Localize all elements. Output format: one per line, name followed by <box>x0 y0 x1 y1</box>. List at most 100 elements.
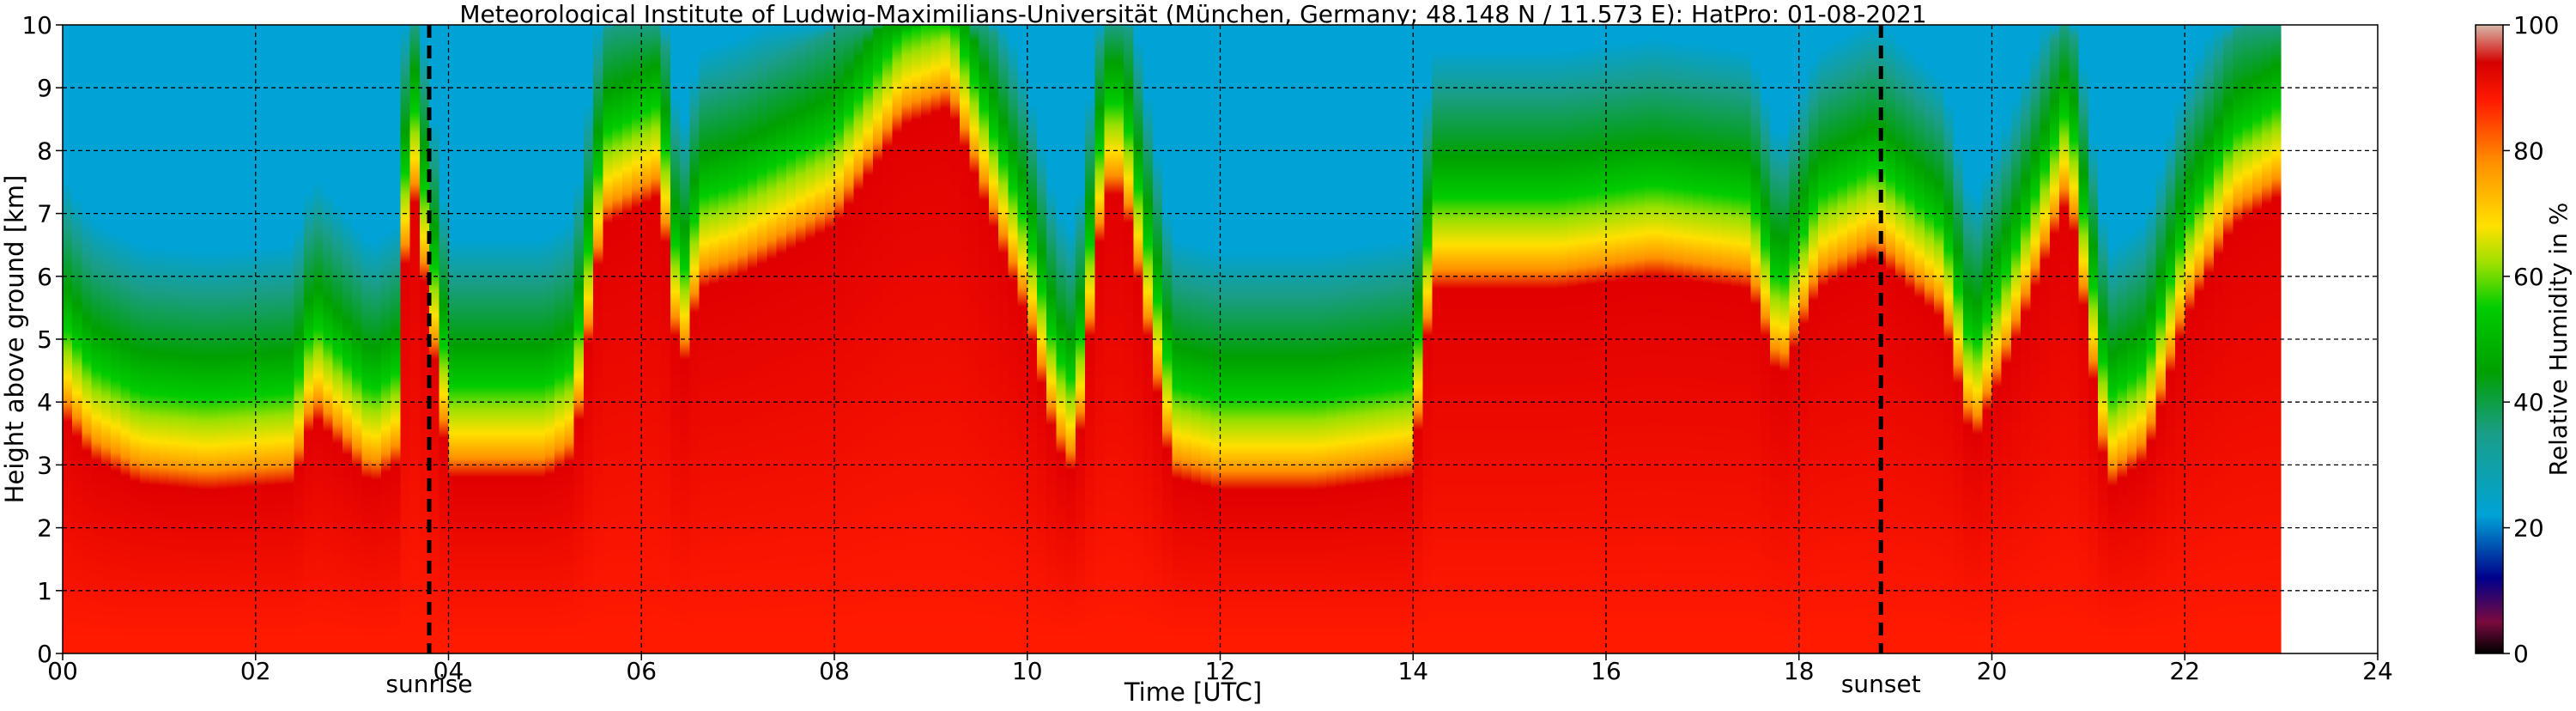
humidity-column <box>911 25 923 653</box>
humidity-column <box>2271 25 2282 653</box>
x-axis-label: Time [UTC] <box>1124 678 1262 707</box>
x-tick-label: 14 <box>1397 657 1428 685</box>
humidity-column <box>1316 25 1328 653</box>
humidity-column <box>2233 25 2244 653</box>
humidity-column <box>1355 25 1367 653</box>
humidity-column <box>564 25 575 653</box>
y-tick-label: 9 <box>37 74 52 102</box>
humidity-column <box>2001 25 2012 653</box>
humidity-column <box>1577 25 1588 653</box>
humidity-column <box>380 25 392 653</box>
humidity-column <box>718 25 730 653</box>
humidity-column <box>100 25 112 653</box>
humidity-column <box>1615 25 1627 653</box>
humidity-column <box>2078 25 2089 653</box>
humidity-column <box>294 25 305 653</box>
humidity-column <box>1924 25 1936 653</box>
humidity-column <box>1779 25 1791 653</box>
humidity-column <box>2040 25 2051 653</box>
humidity-column <box>1500 25 1511 653</box>
humidity-column <box>960 25 971 653</box>
x-tick-label: 02 <box>240 657 271 685</box>
humidity-column <box>1384 25 1395 653</box>
humidity-column <box>2117 25 2128 653</box>
humidity-column <box>535 25 546 653</box>
humidity-column <box>805 25 816 653</box>
colorbar-tick-label: 60 <box>2513 263 2544 291</box>
y-tick-label: 2 <box>37 514 52 543</box>
humidity-column <box>2088 25 2100 653</box>
humidity-column <box>255 25 266 653</box>
humidity-column <box>1654 25 1665 653</box>
x-tick-label: 22 <box>2169 657 2200 685</box>
humidity-column <box>525 25 536 653</box>
humidity-column <box>139 25 151 653</box>
y-tick-label: 0 <box>37 640 52 668</box>
x-tick-label: 08 <box>819 657 850 685</box>
humidity-column <box>1586 25 1597 653</box>
humidity-column <box>2194 25 2205 653</box>
colorbar-tick-label: 20 <box>2513 514 2544 543</box>
humidity-column <box>1846 25 1858 653</box>
humidity-column <box>303 25 315 653</box>
humidity-column <box>651 25 662 653</box>
humidity-column <box>1306 25 1318 653</box>
colorbar-tick-label: 40 <box>2513 388 2544 416</box>
humidity-column <box>448 25 459 653</box>
humidity-column <box>487 25 498 653</box>
humidity-column <box>1548 25 1559 653</box>
humidity-column <box>1191 25 1203 653</box>
humidity-column <box>1885 25 1897 653</box>
humidity-column <box>1741 25 1752 653</box>
humidity-column <box>149 25 161 653</box>
humidity-column <box>573 25 585 653</box>
humidity-column <box>2242 25 2253 653</box>
chart-title: Meteorological Institute of Ludwig-Maxim… <box>459 0 1926 28</box>
colorbar-label: Relative Humidity in % <box>2544 203 2573 477</box>
humidity-column <box>1973 25 1984 653</box>
humidity-column <box>1036 25 1048 653</box>
humidity-column <box>689 25 700 653</box>
humidity-column <box>757 25 768 653</box>
sunrise-label: sunrise <box>385 670 472 698</box>
y-axis-label: Height above ground [km] <box>0 175 29 504</box>
humidity-column <box>72 25 83 653</box>
humidity-column <box>1857 25 1868 653</box>
grid <box>63 25 2378 653</box>
humidity-column <box>458 25 469 653</box>
humidity-column <box>111 25 122 653</box>
humidity-field <box>63 25 2282 653</box>
humidity-column <box>216 25 228 653</box>
humidity-column <box>63 25 74 653</box>
humidity-column <box>1461 25 1472 653</box>
y-tick-label: 4 <box>37 388 52 416</box>
humidity-column <box>496 25 507 653</box>
humidity-column <box>1509 25 1520 653</box>
humidity-column <box>1702 25 1713 653</box>
humidity-column <box>409 25 421 653</box>
humidity-column <box>342 25 354 653</box>
humidity-column <box>1731 25 1743 653</box>
humidity-column <box>1152 25 1164 653</box>
humidity-column <box>188 25 199 653</box>
humidity-column <box>2203 25 2215 653</box>
humidity-column <box>1538 25 1549 653</box>
humidity-column <box>2126 25 2138 653</box>
humidity-column <box>1470 25 1482 653</box>
y-tick-label: 5 <box>37 325 52 354</box>
humidity-column <box>1345 25 1356 653</box>
humidity-column <box>844 25 855 653</box>
x-tick-label: 18 <box>1784 657 1815 685</box>
x-tick-label: 24 <box>2362 657 2393 685</box>
humidity-column <box>371 25 382 653</box>
humidity-column <box>1693 25 1704 653</box>
x-tick-label: 10 <box>1012 657 1043 685</box>
humidity-column <box>1664 25 1675 653</box>
colorbar-tick-label: 100 <box>2513 11 2559 40</box>
x-tick-label: 16 <box>1591 657 1621 685</box>
y-tick-label: 1 <box>37 577 52 605</box>
humidity-column <box>882 25 894 653</box>
humidity-column <box>2010 25 2022 653</box>
humidity-column <box>796 25 807 653</box>
